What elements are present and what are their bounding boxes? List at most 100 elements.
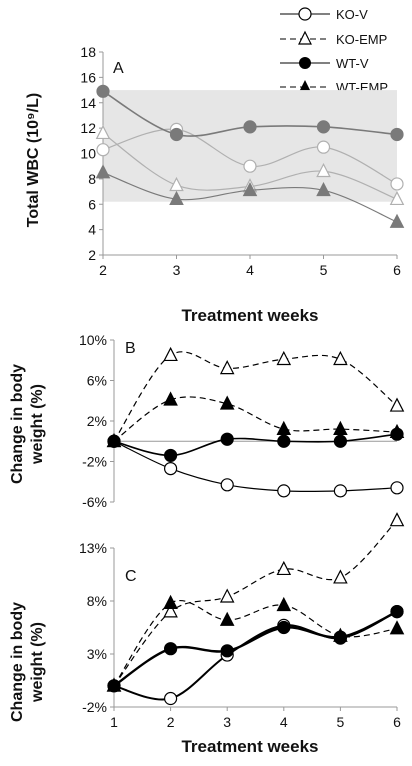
legend-item-ko-v: KO-V <box>280 7 368 22</box>
panel-c-plot-area: -2% 3% 8% 13% 1 2 3 4 5 6 <box>79 512 405 730</box>
panel-a-xtick-label: 2 <box>99 262 107 278</box>
panel-a-point-wt-emp <box>169 190 184 206</box>
panel-b-ytick-label: 2% <box>87 413 107 429</box>
panel-a-xtick-label: 5 <box>320 262 328 278</box>
panel-a-ytick-label: 8 <box>88 171 96 187</box>
panel-c-xtick-label: 2 <box>167 714 175 730</box>
legend-marker-wt-v <box>299 57 311 69</box>
panel-a-ytick-label: 12 <box>80 120 96 136</box>
panel-b-plot-area: -6% -2% 2% 6% 10% <box>79 332 405 510</box>
panel-b-point-wt-v <box>277 434 291 448</box>
panel-b-point-wt-emp <box>389 423 405 438</box>
panel-b-point-ko-v <box>390 481 404 495</box>
legend-marker-ko-emp <box>298 30 312 45</box>
legend-label-wt-v: WT-V <box>336 56 369 71</box>
panel-a-ytick-label: 6 <box>88 196 96 212</box>
panel-c-xtick-label: 1 <box>110 714 118 730</box>
panel-a-point-ko-emp <box>169 176 184 192</box>
panel-a-point-ko-v <box>243 159 257 173</box>
legend-label-ko-v: KO-V <box>336 7 368 22</box>
panel-c-point-wt-emp <box>106 677 122 692</box>
panel-b-point-ko-emp <box>389 397 405 412</box>
panel-c-point-ko-emp <box>333 569 348 584</box>
panel-c-point-wt-emp <box>276 596 292 612</box>
panel-a-ytick-label: 14 <box>80 95 96 111</box>
panel-c-point-wt-emp <box>389 620 405 635</box>
panel-b-ytick-label: 6% <box>87 373 107 389</box>
panel-b-series-line-ko-v <box>113 440 398 493</box>
panel-c-point-wt-v <box>220 644 234 658</box>
panel-a-point-wt-emp <box>95 164 111 179</box>
panel-b-point-wt-v <box>220 432 234 446</box>
panel-c-xlabel: Treatment weeks <box>181 737 318 756</box>
panel-a-point-ko-emp <box>316 162 331 178</box>
panel-a-point-wt-emp <box>389 213 405 228</box>
panel-a-xtick-label: 3 <box>173 262 181 278</box>
panel-b-point-ko-v <box>333 484 347 498</box>
panel-b-ytick-label: 10% <box>79 332 107 348</box>
panel-a-point-wt-v <box>243 120 257 134</box>
panel-a-point-ko-emp <box>389 190 405 206</box>
legend-item-wt-v: WT-V <box>280 56 369 71</box>
panel-c-xtick-label: 3 <box>223 714 231 730</box>
panel-a-point-wt-v <box>316 120 331 134</box>
panel-c-point-ko-emp <box>276 560 292 576</box>
panel-c-point-wt-v <box>277 620 291 635</box>
panel-b-point-wt-emp <box>106 432 122 448</box>
panel-b-series-line-wt-emp <box>113 396 398 442</box>
legend-marker-wt-emp <box>299 80 311 92</box>
panel-c-letter: C <box>125 568 137 585</box>
panel-a-ytick-label: 4 <box>88 222 96 238</box>
panel-b-point-wt-emp <box>163 391 178 406</box>
panel-c-ytick-label: -2% <box>82 699 107 715</box>
panel-b-ytick-label: -6% <box>82 494 107 510</box>
panel-c-ytick-label: 13% <box>79 540 107 556</box>
panel-c-xtick-label: 5 <box>337 714 345 730</box>
panel-b-point-ko-emp <box>163 346 178 362</box>
panel-a-plot-area: 2 4 6 8 10 12 14 16 18 2 3 4 5 6 <box>80 44 405 278</box>
panel-b-point-wt-emp <box>333 420 348 435</box>
panel-b-point-ko-v <box>164 461 178 476</box>
panel-a-point-ko-v <box>316 140 331 154</box>
panel-c-point-ko-emp <box>389 512 405 527</box>
panel-a-xtick-label: 6 <box>393 262 401 278</box>
panel-c-point-wt-emp <box>219 611 235 626</box>
panel-c-xtick-label: 6 <box>393 714 401 730</box>
panel-a-ytick-label: 16 <box>80 69 96 85</box>
panel-a-point-ko-v <box>96 143 110 157</box>
panel-b-point-ko-emp <box>219 360 235 375</box>
panel-a-ytick-label: 18 <box>80 44 96 60</box>
panel-a-letter: A <box>113 60 124 77</box>
legend-marker-ko-v <box>298 7 312 21</box>
panel-c: C -2% 3% 8% 13% 1 2 3 4 5 6 Change in body weight… <box>9 512 405 756</box>
panel-a-xlabel: Treatment weeks <box>181 306 318 325</box>
panel-a-point-wt-v <box>96 84 110 98</box>
panel-c-point-wt-v <box>164 642 178 656</box>
panel-c-point-wt-v <box>390 604 404 619</box>
legend-item-ko-emp: KO-EMP <box>280 30 387 47</box>
panel-b-series-line-ko-emp <box>113 351 398 442</box>
panel-b-ytick-label: -2% <box>82 454 107 470</box>
panel-a-point-ko-emp <box>95 124 111 140</box>
panel-c-xtick-label: 4 <box>280 714 288 730</box>
panel-a-ytick-label: 10 <box>80 146 96 162</box>
panel-a-point-wt-v <box>169 127 184 142</box>
panel-a-xtick-label: 4 <box>246 262 254 278</box>
panel-b-ylabel-line2: weight (%) <box>29 384 46 465</box>
panel-c-ytick-label: 3% <box>87 646 107 662</box>
panel-c-ylabel-line1: Change in body <box>9 602 26 722</box>
panel-b-series-line-wt-v <box>113 433 398 457</box>
panel-a-ylabel: Total WBC (10⁹/L) <box>25 93 42 227</box>
panel-c-point-wt-emp <box>163 594 178 609</box>
panel-b-point-ko-emp <box>276 350 292 366</box>
panel-c-series-line-ko-emp <box>113 520 398 687</box>
panel-c-series-line-wt-v <box>113 610 398 687</box>
panel-b-point-ko-v <box>277 484 291 498</box>
panel-b-point-wt-v <box>164 448 178 463</box>
panel-c-point-ko-v <box>164 691 178 706</box>
legend-label-ko-emp: KO-EMP <box>336 32 387 47</box>
panel-b-letter: B <box>125 340 136 357</box>
panel-a-point-wt-emp <box>316 181 331 197</box>
